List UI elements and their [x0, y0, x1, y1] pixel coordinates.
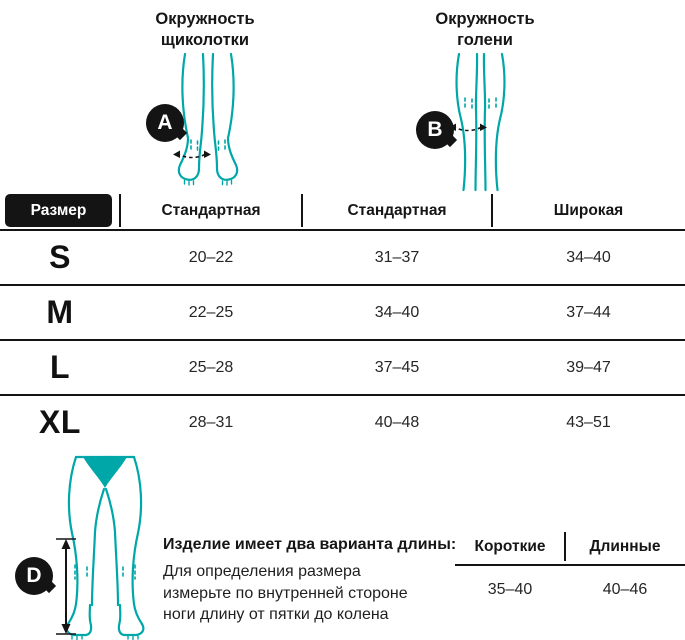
length-measure-arrow: [56, 538, 76, 635]
measure-point-a-badge: A: [146, 104, 184, 142]
calf-leg-outline-mirrored: [482, 52, 506, 192]
table-row-m: M 22–25 34–40 37–44: [0, 284, 685, 339]
ankle-measure-arc: [176, 152, 208, 159]
measure-point-d-badge: D: [15, 557, 53, 595]
full-leg-outline: [65, 455, 107, 640]
size-label: S: [49, 239, 71, 275]
ankle-title-line1: Окружность: [155, 10, 255, 28]
calf-leg-outline: [455, 52, 479, 192]
length-options-table: Короткие Длинные 35–40 40–46: [455, 529, 685, 614]
size-label: XL: [39, 404, 81, 440]
calf-standard-value: 34–40: [374, 303, 420, 321]
size-table: Размер Стандартная Стандартная Широкая S…: [0, 192, 685, 449]
calf-standard-value: 40–48: [374, 413, 420, 431]
calf-standard-value: 31–37: [374, 248, 420, 266]
length-section-heading: Изделие имеет два варианта длины:: [163, 536, 457, 553]
full-leg-outline-mirrored: [103, 455, 145, 640]
calf-wide-value: 43–51: [566, 413, 611, 431]
ankle-circumference-title: Окружность щиколотки: [105, 9, 305, 51]
calf-wide-value: 37–44: [566, 303, 611, 321]
calf-wide-value: 34–40: [566, 248, 611, 266]
length-table-header: Короткие Длинные: [455, 529, 685, 566]
ankle-legs-illustration: [173, 52, 239, 187]
ankle-standard-value: 22–25: [188, 303, 234, 321]
ankle-standard-value: 20–22: [188, 248, 234, 266]
col-ankle-standard-header: Стандартная: [119, 192, 302, 229]
calf-wide-value: 39–47: [566, 358, 611, 376]
size-table-header: Размер Стандартная Стандартная Широкая: [0, 192, 685, 229]
col-calf-standard-header: Стандартная: [301, 192, 492, 229]
ankle-standard-value: 25–28: [188, 358, 234, 376]
calf-circumference-title: Окружность голени: [385, 9, 585, 51]
calf-title-line1: Окружность: [435, 10, 535, 28]
calf-measure-arc: [452, 125, 484, 132]
size-header-badge: Размер: [5, 194, 112, 227]
lower-leg-outline-mirrored: [211, 52, 239, 187]
size-label: M: [46, 294, 74, 330]
col-calf-wide-header: Широкая: [491, 192, 685, 229]
length-section-description: Для определения размера измерьте по внут…: [163, 563, 408, 623]
ankle-measure-arrow-left: [173, 150, 180, 158]
lower-leg-outline: [177, 52, 205, 186]
length-table-values: 35–40 40–46: [455, 566, 685, 614]
calf-measure-arrow-right: [480, 123, 487, 131]
measure-point-b-badge: B: [416, 111, 454, 149]
short-length-value: 35–40: [487, 581, 533, 598]
badge-d-letter: D: [26, 564, 42, 587]
short-length-header: Короткие: [474, 537, 546, 555]
table-row-l: L 25–28 37–45 39–47: [0, 339, 685, 394]
table-row-s: S 20–22 31–37 34–40: [0, 229, 685, 284]
table-row-xl: XL 28–31 40–48 43–51: [0, 394, 685, 449]
long-length-header: Длинные: [564, 529, 685, 564]
badge-b-letter: B: [427, 118, 443, 141]
ankle-title-line2: щиколотки: [160, 31, 250, 49]
length-legs-illustration: [56, 455, 145, 640]
ankle-standard-value: 28–31: [188, 413, 234, 431]
briefs-shape: [83, 457, 127, 488]
badge-a-letter: A: [157, 111, 173, 134]
size-header-cell: Размер: [0, 192, 120, 229]
calf-title-line2: голени: [457, 31, 513, 49]
calf-standard-value: 37–45: [374, 358, 420, 376]
long-length-value: 40–46: [602, 581, 648, 598]
size-label: L: [49, 349, 71, 385]
ankle-measure-arrow-right: [204, 150, 211, 158]
